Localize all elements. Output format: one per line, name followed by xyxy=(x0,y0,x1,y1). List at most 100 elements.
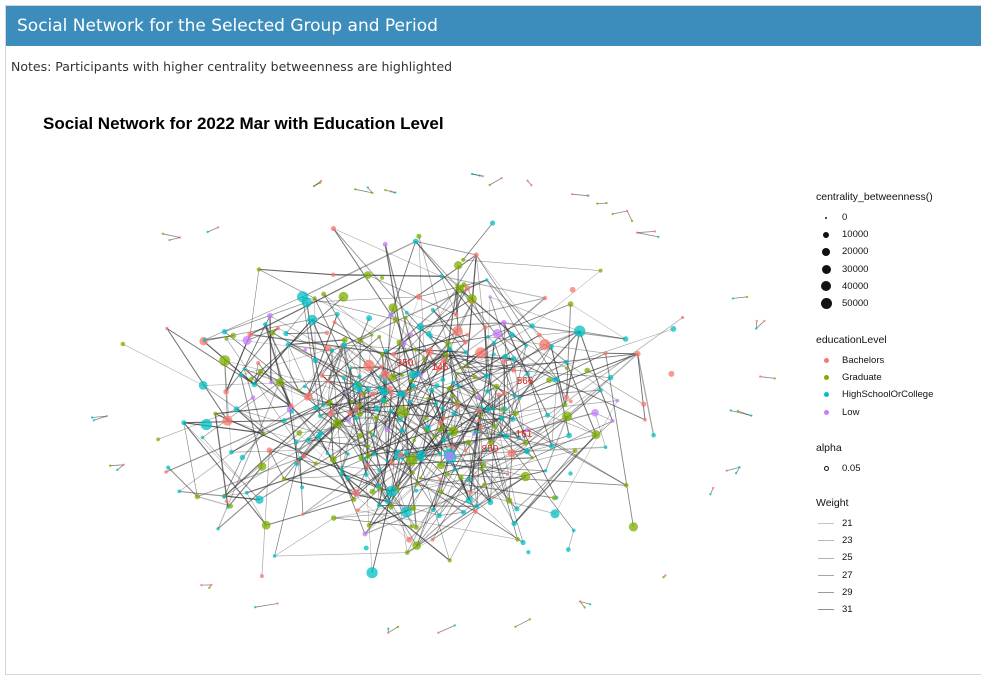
graph-node xyxy=(521,472,531,482)
graph-node xyxy=(276,326,280,330)
graph-node xyxy=(273,554,277,558)
graph-node xyxy=(763,320,765,322)
graph-edge xyxy=(515,619,530,627)
graph-node xyxy=(526,550,530,554)
graph-node xyxy=(456,372,459,375)
graph-node xyxy=(307,315,317,325)
legend-alpha-label: 0.05 xyxy=(842,463,861,474)
graph-node xyxy=(164,470,168,474)
graph-node xyxy=(479,425,483,429)
graph-edges xyxy=(92,174,775,633)
graph-edge xyxy=(275,553,408,556)
graph-node xyxy=(305,392,312,399)
graph-node xyxy=(579,600,581,602)
graph-node xyxy=(525,449,530,454)
graph-node xyxy=(358,375,362,379)
graph-node xyxy=(282,418,287,423)
graph-node xyxy=(256,361,260,365)
graph-node xyxy=(438,420,444,426)
graph-node xyxy=(398,417,403,422)
graph-node xyxy=(297,389,300,392)
graph-node xyxy=(364,546,369,551)
graph-node xyxy=(406,537,412,543)
graph-node xyxy=(529,618,531,620)
graph-node xyxy=(367,186,369,188)
graph-edge xyxy=(227,339,332,351)
graph-node xyxy=(262,432,265,435)
graph-node xyxy=(213,412,217,416)
graph-node xyxy=(206,231,208,233)
legend-size-item: 0 xyxy=(816,209,933,226)
graph-node xyxy=(501,320,507,326)
graph-node xyxy=(494,384,499,389)
graph-node xyxy=(643,418,647,422)
graph-node xyxy=(385,459,388,462)
graph-node xyxy=(425,425,431,431)
graph-node xyxy=(363,360,374,371)
legend-size-label: 20000 xyxy=(842,246,868,257)
graph-node xyxy=(431,538,435,542)
graph-node xyxy=(303,348,307,352)
graph-node xyxy=(411,471,415,475)
graph-node xyxy=(486,335,490,339)
legend-weight-label: 27 xyxy=(842,570,853,581)
graph-node xyxy=(497,393,501,397)
node-label: 350 xyxy=(397,358,414,369)
graph-node xyxy=(342,337,348,343)
graph-node xyxy=(366,453,371,458)
legend-weight-label: 21 xyxy=(842,518,853,529)
graph-node xyxy=(511,368,516,373)
legend-size-item: 50000 xyxy=(816,295,933,312)
graph-node xyxy=(515,537,520,542)
graph-node xyxy=(328,410,335,417)
graph-node xyxy=(414,489,418,493)
graph-node xyxy=(247,332,253,338)
graph-node xyxy=(378,468,382,472)
graph-edge xyxy=(184,423,266,526)
graph-node xyxy=(626,210,628,212)
graph-node xyxy=(470,302,473,305)
graph-node xyxy=(339,472,344,477)
graph-node xyxy=(258,462,267,471)
graph-node xyxy=(472,433,475,436)
graph-node xyxy=(168,239,170,241)
graph-node xyxy=(616,399,620,403)
graph-node xyxy=(306,438,311,443)
graph-node xyxy=(367,567,378,578)
graph-edge xyxy=(552,379,557,446)
graph-node xyxy=(562,411,572,421)
graph-node xyxy=(269,381,273,385)
legend-weight-title: Weight xyxy=(816,497,853,509)
graph-node xyxy=(517,396,521,400)
graph-edge xyxy=(275,518,334,556)
graph-node xyxy=(466,477,471,482)
graph-node xyxy=(413,347,417,351)
graph-node xyxy=(300,485,304,489)
graph-node xyxy=(463,350,468,355)
legend-weight-label: 31 xyxy=(842,604,853,615)
graph-node xyxy=(466,333,470,337)
graph-node xyxy=(475,347,486,358)
graph-node xyxy=(479,174,481,176)
graph-node xyxy=(466,440,472,446)
graph-node xyxy=(195,494,200,499)
legend-weight-label: 23 xyxy=(842,535,853,546)
graph-node xyxy=(448,558,452,562)
graph-node xyxy=(584,606,586,608)
legend-education-label: Graduate xyxy=(842,372,882,383)
graph-node xyxy=(200,584,202,586)
graph-node xyxy=(444,353,450,359)
graph-node xyxy=(321,403,325,407)
graph-node xyxy=(417,450,426,459)
graph-node xyxy=(419,477,422,480)
graph-node xyxy=(564,360,569,365)
graph-node xyxy=(636,232,638,234)
legend-education-label: Low xyxy=(842,407,859,418)
graph-node xyxy=(477,419,480,422)
legend-weight-item: 21 xyxy=(816,515,853,532)
graph-node xyxy=(546,377,552,383)
graph-edge xyxy=(266,499,354,525)
graph-node xyxy=(222,495,226,499)
graph-node xyxy=(537,333,542,338)
graph-node xyxy=(654,230,656,232)
